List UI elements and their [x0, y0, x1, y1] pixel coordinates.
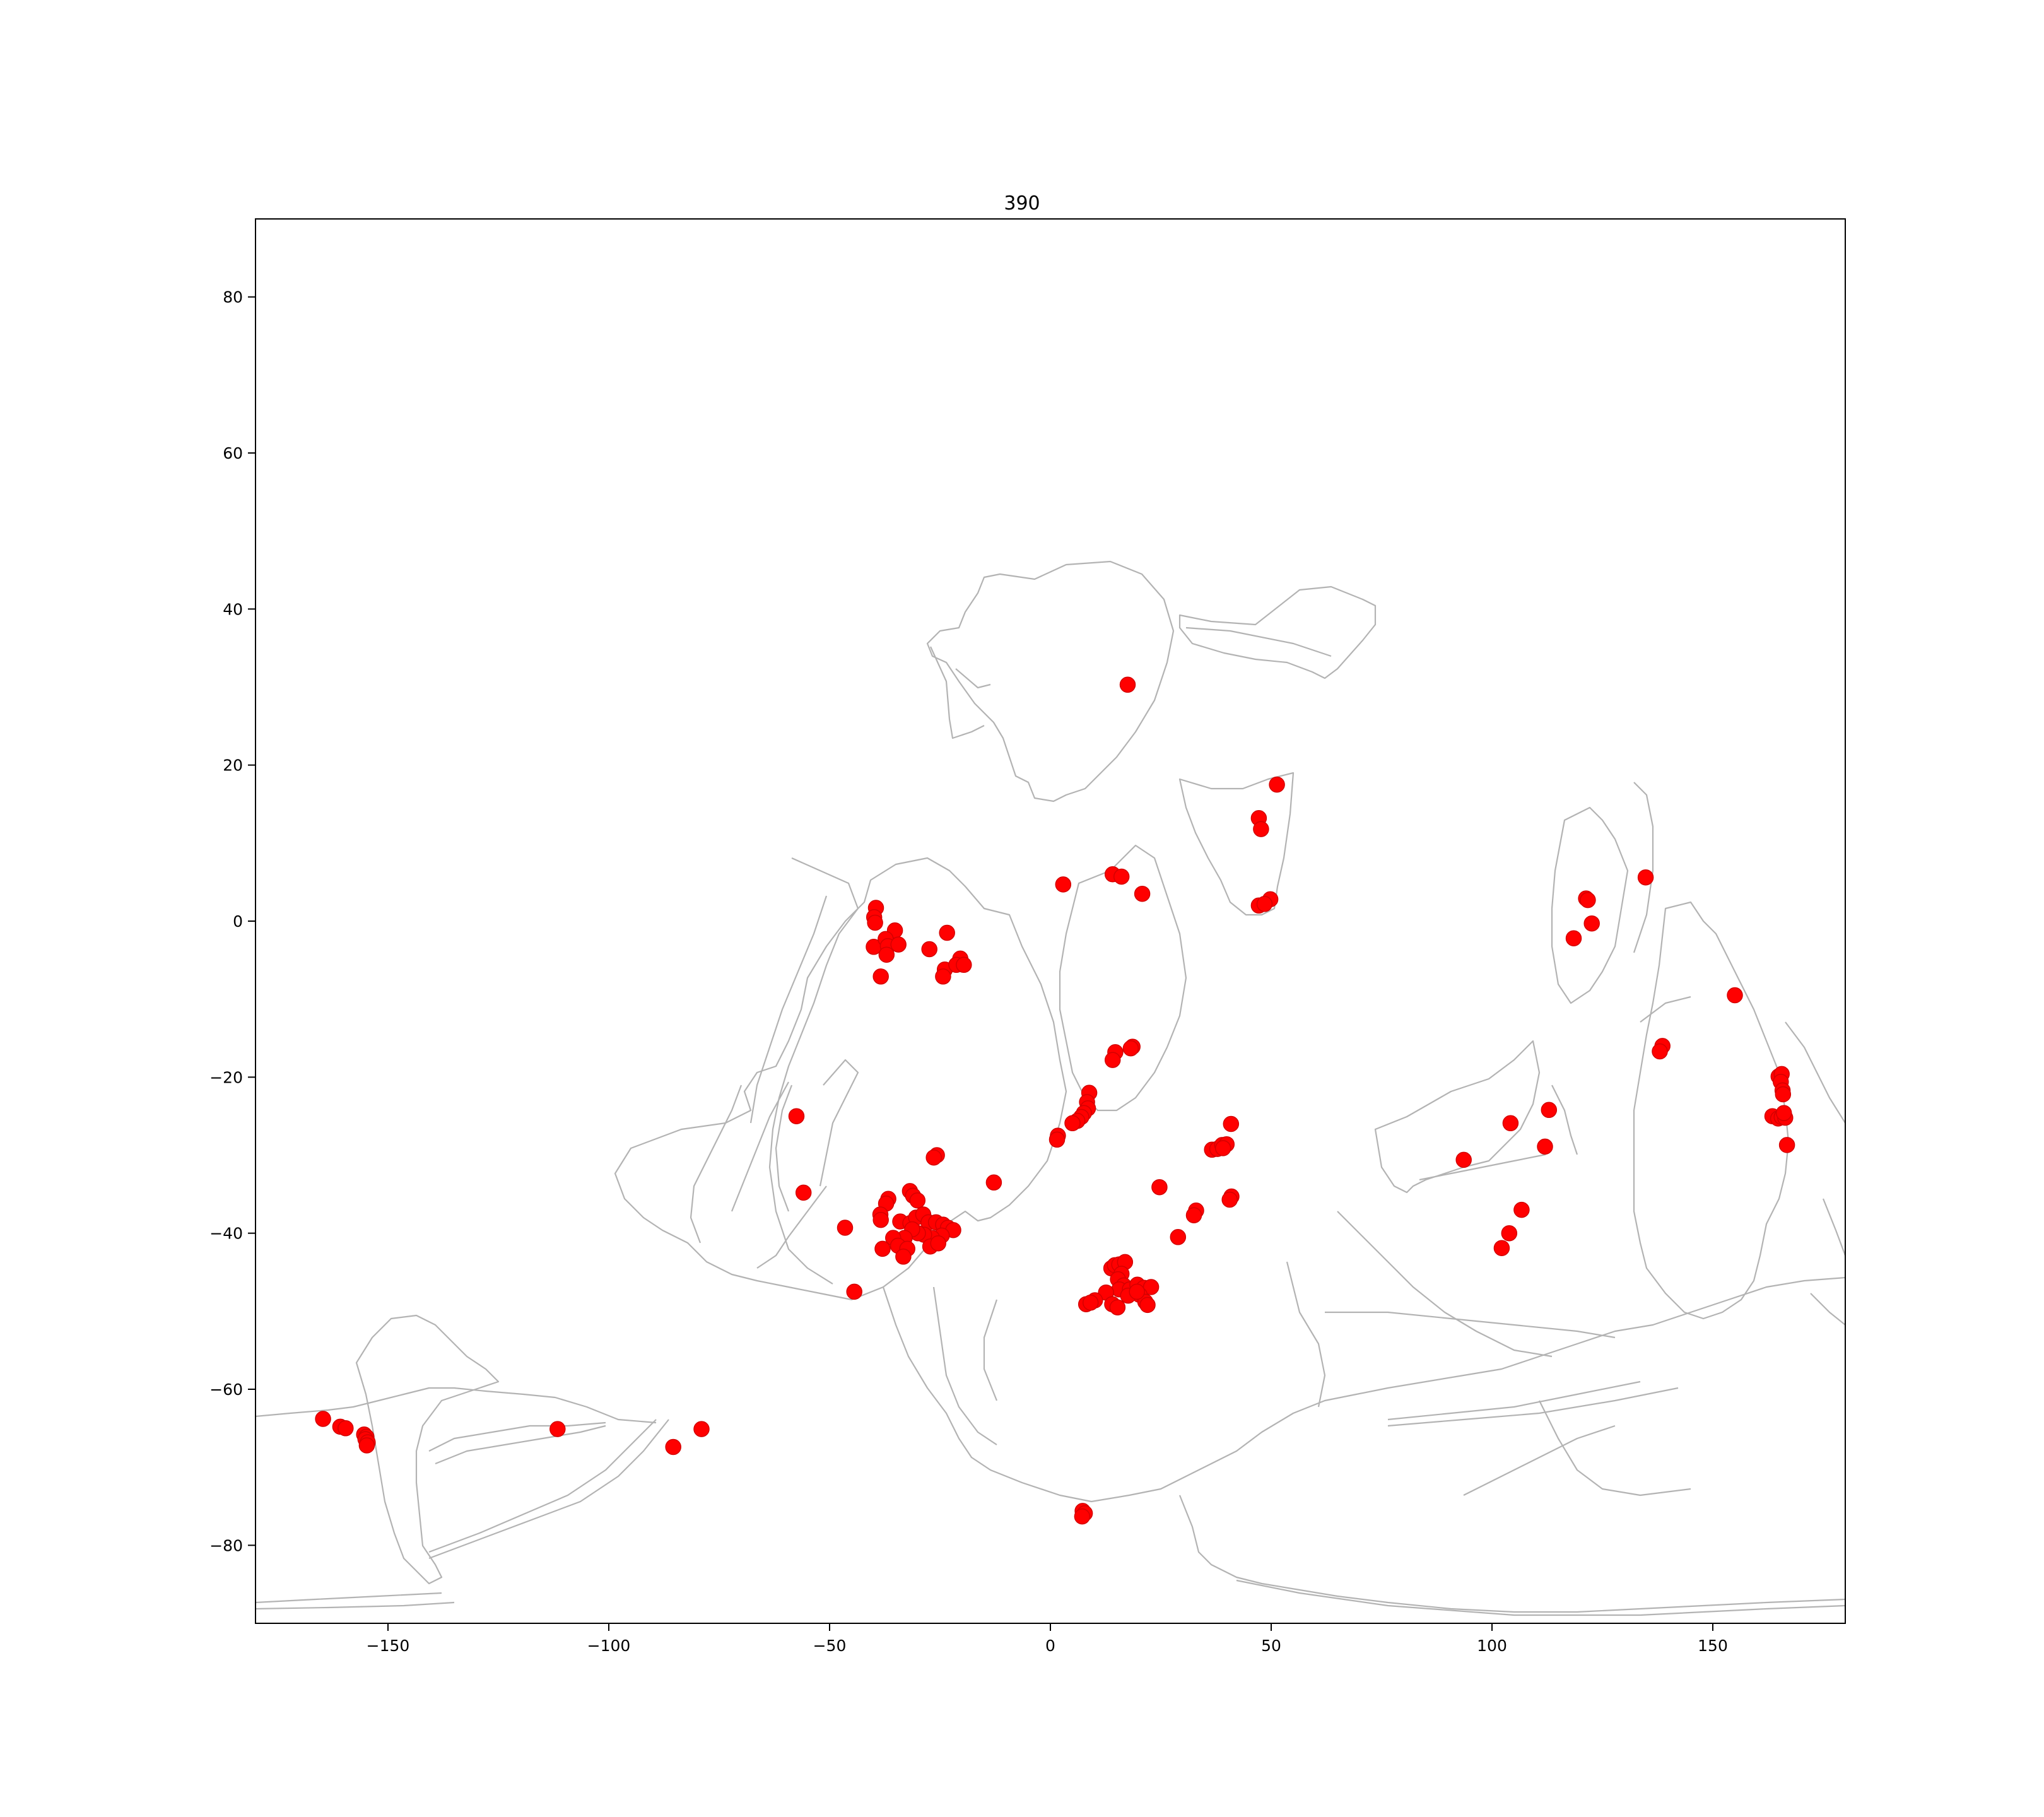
- x-tick-label: −150: [367, 1637, 410, 1655]
- data-point: [1778, 1137, 1795, 1153]
- data-point: [1256, 896, 1273, 912]
- data-point: [1119, 676, 1136, 693]
- data-point: [1109, 1299, 1126, 1315]
- data-point: [338, 1420, 354, 1437]
- data-point: [1185, 1207, 1202, 1223]
- data-point: [1223, 1115, 1240, 1132]
- data-point: [1580, 891, 1596, 908]
- x-tick-label: −50: [813, 1637, 847, 1655]
- data-point: [925, 1149, 942, 1166]
- data-point: [846, 1283, 862, 1300]
- data-point: [1055, 876, 1072, 893]
- data-point: [956, 956, 972, 973]
- data-point: [1493, 1240, 1510, 1256]
- data-point: [1113, 868, 1130, 885]
- y-tick-label: 0: [233, 912, 243, 931]
- y-tick-label: 80: [223, 288, 243, 307]
- data-point: [1269, 776, 1285, 793]
- x-tick-label: 150: [1698, 1637, 1728, 1655]
- data-point: [1253, 821, 1269, 837]
- data-point: [1134, 885, 1151, 902]
- data-point: [693, 1421, 710, 1437]
- y-tick-label: −80: [209, 1536, 243, 1555]
- map-title: 390: [1004, 192, 1040, 215]
- data-point: [358, 1437, 375, 1454]
- data-point: [930, 1235, 946, 1252]
- data-point: [1501, 1225, 1518, 1242]
- x-tick-label: 0: [1045, 1637, 1055, 1655]
- y-tick-label: −40: [209, 1225, 243, 1243]
- y-tick-label: 40: [223, 600, 243, 618]
- data-point: [1652, 1043, 1668, 1060]
- data-point: [985, 1174, 1002, 1191]
- data-point: [921, 941, 937, 958]
- data-point: [837, 1220, 854, 1236]
- data-point: [665, 1438, 681, 1455]
- data-point: [1541, 1102, 1558, 1119]
- data-point: [1214, 1140, 1231, 1156]
- data-point: [1142, 1279, 1160, 1295]
- coastline-outlines: [256, 560, 1845, 1616]
- data-point: [1104, 1052, 1121, 1068]
- data-point: [1775, 1086, 1792, 1103]
- data-point: [1637, 869, 1654, 886]
- x-axis: −150 −100 −50 0 50 100 150: [367, 1623, 1728, 1655]
- data-point: [549, 1421, 566, 1437]
- x-tick-label: 100: [1477, 1637, 1507, 1655]
- data-point: [1221, 1191, 1238, 1208]
- data-point: [1122, 1040, 1139, 1057]
- y-tick-label: 60: [223, 444, 243, 462]
- data-point: [872, 968, 889, 985]
- y-axis: −80 −60 −40 −20 0 20 40 60 80: [209, 288, 256, 1555]
- data-point: [872, 1211, 889, 1228]
- data-point: [890, 936, 907, 953]
- x-tick-label: −100: [587, 1637, 631, 1655]
- data-point: [909, 1192, 926, 1209]
- data-point: [788, 1108, 805, 1124]
- data-point: [1537, 1138, 1553, 1155]
- data-point: [1170, 1229, 1187, 1245]
- data-point: [1502, 1115, 1519, 1132]
- data-point: [1139, 1297, 1156, 1314]
- y-tick-label: −20: [209, 1068, 243, 1086]
- data-point: [867, 914, 883, 931]
- data-point: [1775, 1105, 1792, 1121]
- data-point: [1565, 930, 1582, 946]
- data-point: [1129, 1283, 1145, 1300]
- data-point: [1583, 915, 1600, 932]
- y-tick-label: 20: [223, 756, 243, 775]
- data-point: [1074, 1508, 1091, 1525]
- data-point: [1064, 1115, 1081, 1132]
- data-point: [874, 1240, 891, 1257]
- data-point: [939, 924, 955, 941]
- data-point: [315, 1411, 331, 1427]
- data-point: [795, 1184, 812, 1201]
- data-point: [1455, 1151, 1472, 1168]
- x-tick-label: 50: [1261, 1637, 1281, 1655]
- y-tick-label: −60: [209, 1380, 243, 1399]
- data-point: [895, 1249, 912, 1265]
- data-point: [1082, 1294, 1099, 1311]
- data-point: [1513, 1201, 1530, 1218]
- data-point: [1048, 1131, 1066, 1148]
- point-markers: [315, 676, 1795, 1525]
- data-point: [878, 946, 895, 963]
- data-point: [1151, 1179, 1168, 1196]
- data-point: [1727, 987, 1743, 1004]
- data-point: [935, 968, 951, 985]
